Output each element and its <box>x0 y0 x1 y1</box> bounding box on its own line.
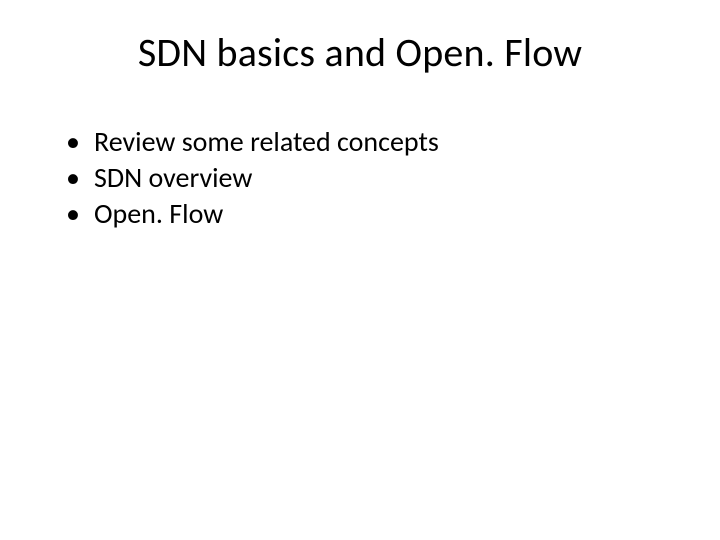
bullet-text: Review some related concepts <box>94 125 670 159</box>
bullet-icon: • <box>66 125 94 159</box>
list-item: • Review some related concepts <box>66 125 670 159</box>
list-item: • SDN overview <box>66 161 670 195</box>
slide-container: SDN basics and Open. Flow • Review some … <box>0 0 720 540</box>
list-item: • Open. Flow <box>66 197 670 231</box>
bullet-text: Open. Flow <box>94 197 670 231</box>
bullet-icon: • <box>66 197 94 231</box>
bullet-text: SDN overview <box>94 161 670 195</box>
bullet-list: • Review some related concepts • SDN ove… <box>50 125 670 231</box>
slide-title: SDN basics and Open. Flow <box>50 28 670 77</box>
bullet-icon: • <box>66 161 94 195</box>
